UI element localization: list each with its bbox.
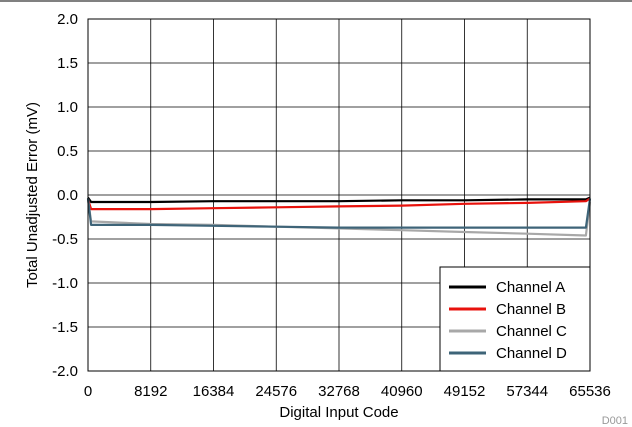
x-tick-label: 0 bbox=[84, 383, 92, 400]
series-line-channel-d bbox=[86, 198, 592, 229]
y-tick-label: 1.0 bbox=[57, 99, 78, 116]
x-tick-label: 32768 bbox=[318, 383, 360, 400]
legend-label: Channel B bbox=[496, 301, 566, 318]
y-tick-label: 2.0 bbox=[57, 11, 78, 28]
legend-label: Channel A bbox=[496, 279, 565, 296]
legend-label: Channel D bbox=[496, 345, 567, 362]
y-tick-label: 1.5 bbox=[57, 55, 78, 72]
x-axis-title: Digital Input Code bbox=[279, 404, 398, 421]
y-tick-label: 0.0 bbox=[57, 187, 78, 204]
x-axis-ticks: 0 8192 16384 24576 32768 40960 49152 57344 65536 bbox=[84, 383, 611, 400]
y-tick-label: -0.5 bbox=[52, 231, 78, 248]
x-tick-label: 65536 bbox=[569, 383, 611, 400]
x-tick-label: 40960 bbox=[381, 383, 423, 400]
y-axis-ticks: -2.0 -1.5 -1.0 -0.5 0.0 0.5 1.0 1.5 2.0 bbox=[52, 11, 78, 380]
y-tick-label: -2.0 bbox=[52, 363, 78, 380]
series-layer bbox=[86, 196, 592, 237]
footnote: D001 bbox=[602, 415, 628, 427]
x-tick-label: 49152 bbox=[444, 383, 486, 400]
y-tick-label: 0.5 bbox=[57, 143, 78, 160]
plot-frame bbox=[87, 18, 591, 372]
x-tick-label: 16384 bbox=[193, 383, 235, 400]
x-tick-label: 8192 bbox=[134, 383, 167, 400]
x-tick-label: 57344 bbox=[506, 383, 548, 400]
grid bbox=[88, 19, 590, 371]
x-tick-label: 24576 bbox=[255, 383, 297, 400]
series-line-channel-b bbox=[86, 197, 591, 211]
legend-label: Channel C bbox=[496, 323, 567, 340]
y-tick-label: -1.0 bbox=[52, 275, 78, 292]
series-line-channel-a bbox=[87, 196, 591, 204]
y-axis-title: Total Unadjusted Error (mV) bbox=[24, 102, 41, 288]
legend: Channel A Channel B Channel C Channel D bbox=[439, 266, 591, 372]
y-tick-label: -1.5 bbox=[52, 319, 78, 336]
